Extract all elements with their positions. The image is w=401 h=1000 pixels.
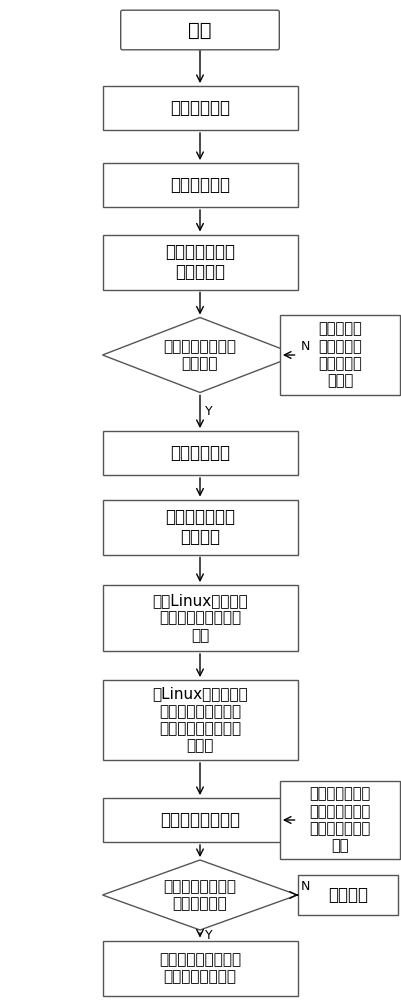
- Text: 将镜像文件转换为预
设格式的镜像文件: 将镜像文件转换为预 设格式的镜像文件: [159, 952, 241, 984]
- Bar: [103, 680, 298, 760]
- Polygon shape: [103, 860, 298, 930]
- Bar: [103, 940, 298, 996]
- Text: 将Linux操作系统光
盘文件系统解压后的
文件拷贝到镜像文件
的目录: 将Linux操作系统光 盘文件系统解压后的 文件拷贝到镜像文件 的目录: [152, 686, 248, 754]
- Bar: [103, 163, 298, 207]
- Polygon shape: [103, 318, 298, 392]
- Bar: [103, 798, 298, 842]
- Text: 解压Linux操作系统
光盘文件系统到指定
目录: 解压Linux操作系统 光盘文件系统到指定 目录: [152, 593, 248, 643]
- FancyBboxPatch shape: [121, 10, 279, 50]
- Text: 结束流程: 结束流程: [328, 886, 368, 904]
- Text: 判断回环设备是否
虚拟成功: 判断回环设备是否 虚拟成功: [164, 339, 237, 371]
- Bar: [103, 431, 298, 475]
- Bar: [103, 86, 298, 130]
- Text: 镜像文件分区: 镜像文件分区: [170, 176, 230, 194]
- Bar: [103, 234, 298, 290]
- Text: 创建普通账户、
普通账户密码，
以及管理员账户
密码: 创建普通账户、 普通账户密码， 以及管理员账户 密码: [310, 786, 371, 854]
- Bar: [103, 499, 298, 554]
- Text: 制作镜像文件: 制作镜像文件: [170, 99, 230, 117]
- Bar: [298, 875, 398, 915]
- Text: Y: Y: [205, 929, 213, 942]
- Text: 进行系统报
错，以提示
进行系统故
障排查: 进行系统报 错，以提示 进行系统故 障排查: [318, 321, 362, 389]
- Bar: [280, 781, 400, 859]
- Text: N: N: [300, 340, 310, 354]
- Text: 开始: 开始: [188, 20, 212, 39]
- Text: 进入目标文件系统: 进入目标文件系统: [160, 811, 240, 829]
- Bar: [103, 585, 298, 651]
- Text: 判断进入目标文件
系统是否成功: 判断进入目标文件 系统是否成功: [164, 879, 237, 911]
- Bar: [280, 315, 400, 395]
- Text: Y: Y: [205, 405, 213, 418]
- Text: 将镜像文件虚拟
成回环设备: 将镜像文件虚拟 成回环设备: [165, 243, 235, 281]
- Text: 挂载镜像文件到
指定目录: 挂载镜像文件到 指定目录: [165, 508, 235, 546]
- Text: 装载镜像文件: 装载镜像文件: [170, 444, 230, 462]
- Text: N: N: [300, 880, 310, 894]
